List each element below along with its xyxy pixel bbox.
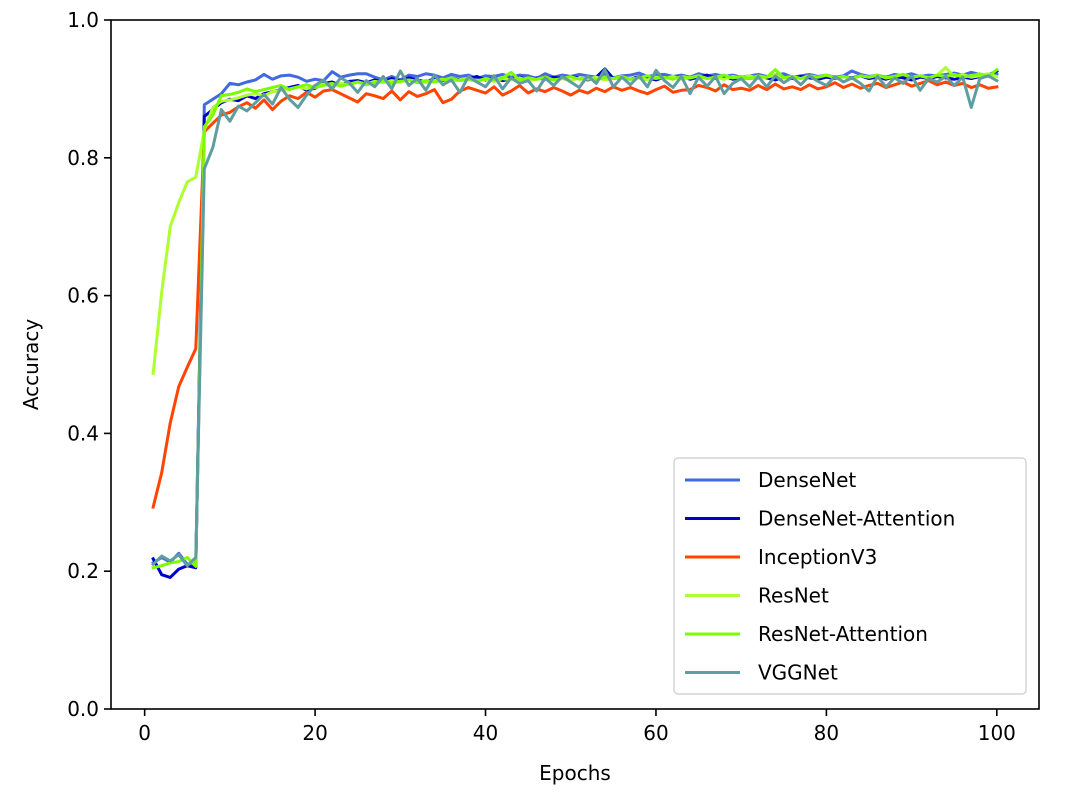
y-tick-label: 0.6 (67, 284, 99, 308)
y-tick-label: 0.0 (67, 697, 99, 721)
x-tick-label: 40 (473, 721, 498, 745)
legend: DenseNet DenseNet-Attention InceptionV3 Res… (673, 457, 1027, 695)
y-tick-label: 0.8 (67, 146, 99, 170)
x-axis: 0 20 40 60 80 100 (138, 709, 1016, 745)
x-tick-label: 80 (814, 721, 839, 745)
legend-label-densenet: DenseNet (758, 468, 856, 492)
series-line-resnet-attention (151, 67, 999, 570)
series-line-inceptionv3 (151, 79, 999, 509)
legend-label-vggnet: VGGNet (758, 661, 838, 685)
legend-items: DenseNet DenseNet-Attention InceptionV3 Res… (685, 468, 955, 685)
series-line-vggnet (151, 68, 999, 568)
legend-label-densenet-attention: DenseNet-Attention (758, 507, 955, 531)
legend-box (673, 457, 1027, 695)
y-tick-label: 0.2 (67, 559, 99, 583)
legend-label-resnet-attention: ResNet-Attention (758, 622, 928, 646)
x-axis-title: Epochs (539, 761, 611, 785)
x-tick-label: 60 (643, 721, 668, 745)
y-tick-label: 0.4 (67, 421, 99, 445)
x-tick-label: 20 (302, 721, 327, 745)
legend-label-inceptionv3: InceptionV3 (758, 545, 877, 569)
plot-frame (110, 19, 1040, 710)
series-layer (151, 66, 999, 579)
legend-label-resnet: ResNet (758, 584, 829, 608)
y-axis-title: Accuracy (19, 319, 43, 410)
x-tick-label: 100 (978, 721, 1016, 745)
x-tick-label: 0 (138, 721, 151, 745)
y-tick-label: 1.0 (67, 8, 99, 32)
series-line-densenet (151, 69, 999, 568)
y-axis: 0.0 0.2 0.4 0.6 0.8 1.0 (67, 8, 111, 721)
